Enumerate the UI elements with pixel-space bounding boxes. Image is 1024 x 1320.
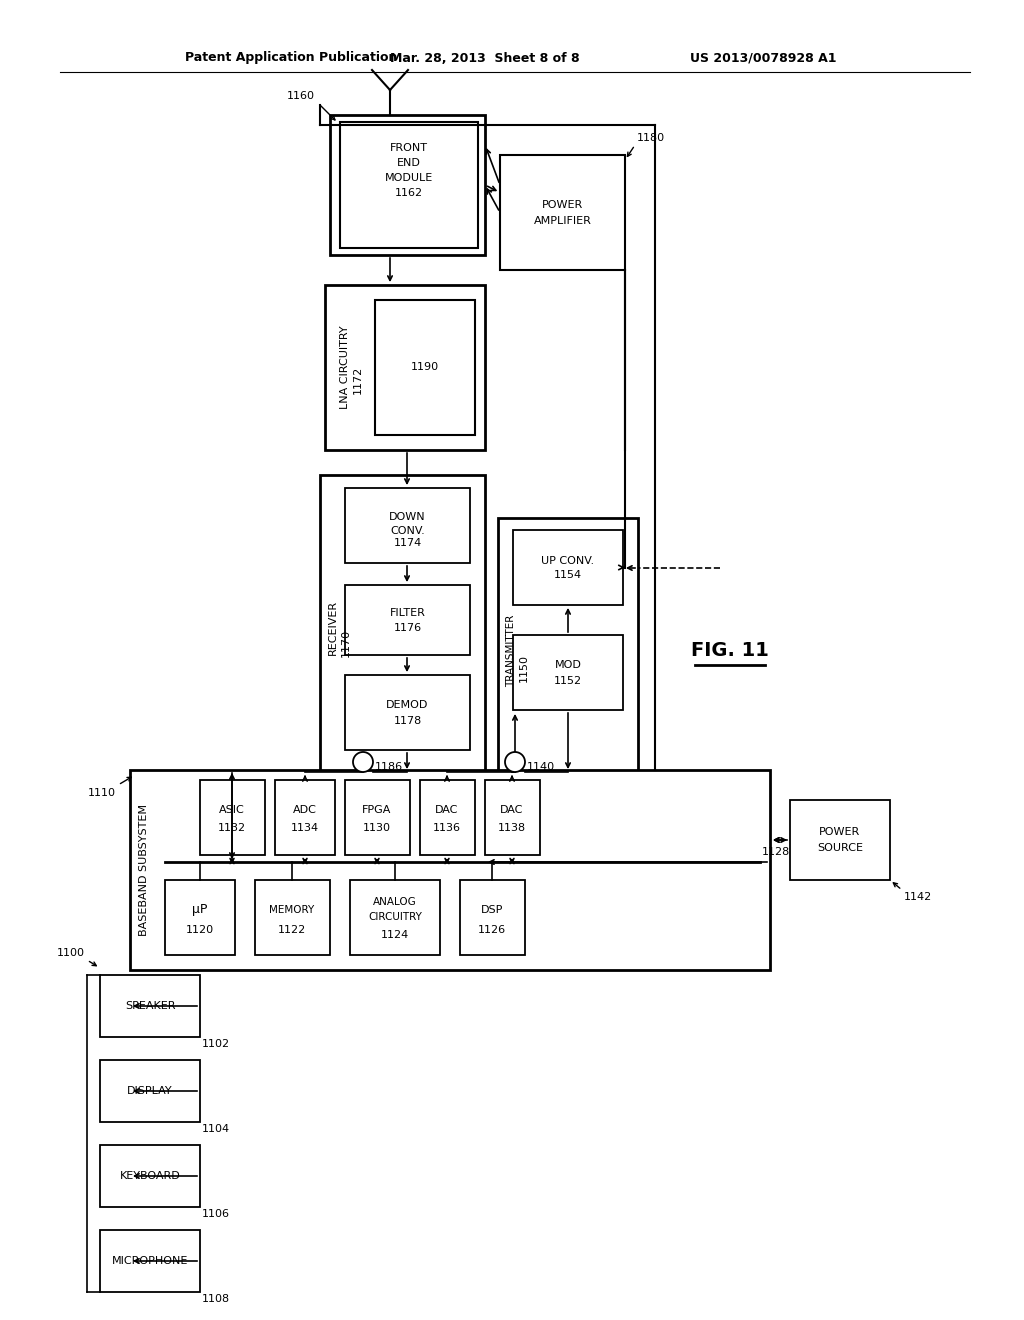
Text: MICROPHONE: MICROPHONE	[112, 1257, 188, 1266]
Text: 1174: 1174	[393, 539, 422, 549]
Text: DOWN: DOWN	[389, 512, 426, 523]
Bar	[790, 800, 890, 880]
Circle shape	[353, 752, 373, 772]
Text: MEMORY: MEMORY	[269, 906, 314, 915]
Text: 1140: 1140	[527, 762, 555, 772]
Text: LNA CIRCUITRY: LNA CIRCUITRY	[340, 326, 350, 409]
Text: 1124: 1124	[381, 931, 410, 940]
Text: UP CONV.: UP CONV.	[542, 556, 595, 565]
Bar	[100, 975, 200, 1038]
Text: 1130: 1130	[362, 822, 391, 833]
Text: POWER: POWER	[819, 828, 860, 837]
Text: MODULE: MODULE	[385, 173, 433, 183]
Bar	[420, 780, 475, 855]
Text: 1104: 1104	[202, 1125, 230, 1134]
Text: AMPLIFIER: AMPLIFIER	[534, 215, 592, 226]
Bar	[460, 880, 525, 954]
Bar	[165, 880, 234, 954]
Bar	[319, 475, 485, 780]
Text: 1132: 1132	[218, 822, 246, 833]
Text: FILTER: FILTER	[389, 609, 425, 618]
Text: FIG. 11: FIG. 11	[691, 640, 769, 660]
Text: 1120: 1120	[186, 925, 214, 935]
Text: 1152: 1152	[554, 676, 582, 685]
Circle shape	[505, 752, 525, 772]
Text: 1134: 1134	[291, 822, 319, 833]
Text: SOURCE: SOURCE	[817, 843, 863, 853]
Text: CIRCUITRY: CIRCUITRY	[368, 912, 422, 921]
Bar	[275, 780, 335, 855]
Text: 1180: 1180	[637, 133, 666, 143]
Bar	[340, 121, 478, 248]
Text: 1110: 1110	[88, 788, 116, 799]
Text: CONV.: CONV.	[390, 525, 425, 536]
Bar	[498, 517, 638, 783]
Text: 1150: 1150	[519, 655, 529, 682]
Text: 1138: 1138	[498, 822, 526, 833]
Text: MOD: MOD	[555, 660, 582, 671]
Text: Patent Application Publication: Patent Application Publication	[185, 51, 397, 65]
Text: 1170: 1170	[341, 628, 351, 656]
Text: DAC: DAC	[435, 805, 459, 814]
Text: 1126: 1126	[478, 925, 506, 935]
Bar	[100, 1230, 200, 1292]
Text: 1142: 1142	[904, 892, 932, 902]
Text: 1100: 1100	[57, 948, 85, 958]
Bar	[330, 115, 485, 255]
Text: 1160: 1160	[287, 91, 315, 102]
Text: 1102: 1102	[202, 1039, 230, 1049]
Bar	[350, 880, 440, 954]
Bar	[485, 780, 540, 855]
Text: FPGA: FPGA	[362, 805, 392, 814]
Bar	[255, 880, 330, 954]
Text: 1176: 1176	[393, 623, 422, 634]
Bar	[375, 300, 475, 436]
Bar	[345, 675, 470, 750]
Bar	[513, 531, 623, 605]
Text: BASEBAND SUBSYSTEM: BASEBAND SUBSYSTEM	[139, 804, 150, 936]
Text: Mar. 28, 2013  Sheet 8 of 8: Mar. 28, 2013 Sheet 8 of 8	[390, 51, 580, 65]
Text: RECEIVER: RECEIVER	[328, 599, 338, 655]
Text: END: END	[397, 158, 421, 168]
Text: 1162: 1162	[395, 187, 423, 198]
Text: 1122: 1122	[278, 925, 306, 935]
Bar	[325, 285, 485, 450]
Text: DEMOD: DEMOD	[386, 701, 429, 710]
Text: μP: μP	[193, 903, 208, 916]
Text: 1186: 1186	[375, 762, 403, 772]
Text: DAC: DAC	[501, 805, 523, 814]
Bar	[100, 1060, 200, 1122]
Text: 1136: 1136	[433, 822, 461, 833]
Text: SPEAKER: SPEAKER	[125, 1001, 175, 1011]
Text: ANALOG: ANALOG	[373, 898, 417, 907]
Bar	[500, 154, 625, 271]
Text: ADC: ADC	[293, 805, 317, 814]
Bar	[345, 780, 410, 855]
Text: DSP: DSP	[481, 906, 503, 915]
Bar	[130, 770, 770, 970]
Text: US 2013/0078928 A1: US 2013/0078928 A1	[690, 51, 837, 65]
Text: 1178: 1178	[393, 715, 422, 726]
Bar	[200, 780, 265, 855]
Text: 1108: 1108	[202, 1294, 230, 1304]
Bar	[345, 488, 470, 564]
Bar	[345, 585, 470, 655]
Text: FRONT: FRONT	[390, 143, 428, 153]
Text: 1172: 1172	[353, 366, 362, 393]
Bar	[513, 635, 623, 710]
Bar	[100, 1144, 200, 1206]
Text: 1106: 1106	[202, 1209, 230, 1218]
Text: DISPLAY: DISPLAY	[127, 1086, 173, 1096]
Text: 1154: 1154	[554, 570, 582, 581]
Text: KEYBOARD: KEYBOARD	[120, 1171, 180, 1181]
Text: TRANSMITTER: TRANSMITTER	[506, 614, 516, 686]
Text: POWER: POWER	[542, 199, 583, 210]
Text: 1128: 1128	[762, 847, 791, 857]
Text: 1190: 1190	[411, 363, 439, 372]
Text: ASIC: ASIC	[219, 805, 245, 814]
